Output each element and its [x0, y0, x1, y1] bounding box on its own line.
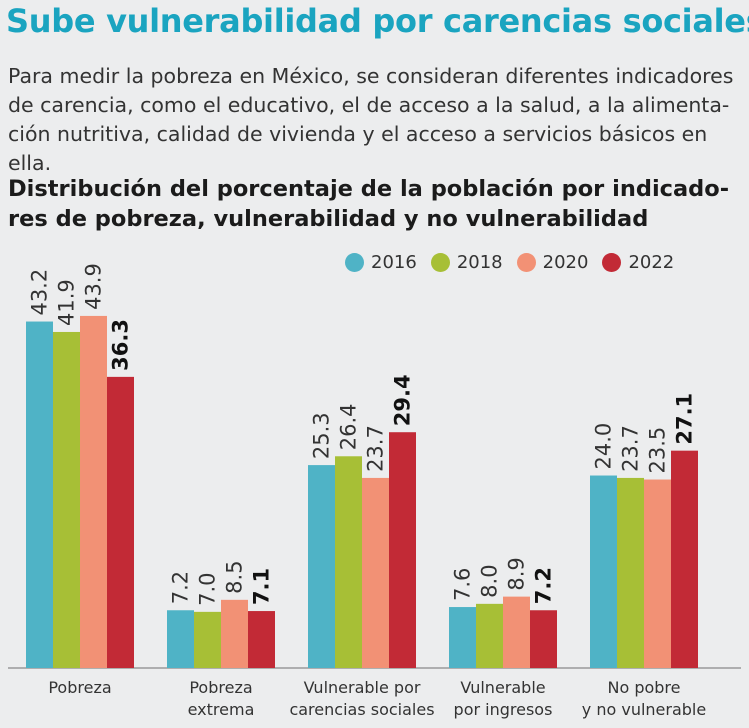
legend-item-2020: 2020 [516, 252, 589, 273]
value-label-2016-cat2: 25.3 [310, 412, 334, 459]
bar-2022-cat2 [389, 432, 416, 668]
category-label-2: Vulnerable por carencias sociales [289, 678, 434, 719]
legend-label-2022: 2022 [628, 252, 675, 273]
bar-2018-cat2 [335, 456, 362, 668]
bar-2018-cat1 [194, 611, 221, 668]
value-label-2022-cat4: 27.1 [673, 393, 697, 445]
bar-2016-cat2 [308, 465, 335, 668]
value-label-2018-cat3: 8.0 [478, 564, 502, 597]
value-label-2020-cat1: 8.5 [223, 560, 247, 593]
category-label-1: Pobreza extrema [188, 678, 255, 719]
bar-2022-cat1 [248, 611, 275, 668]
bar-2022-cat3 [530, 610, 557, 668]
bar-2016-cat3 [449, 607, 476, 668]
bar-2018-cat0 [53, 331, 80, 668]
value-label-2020-cat0: 43.9 [82, 263, 106, 310]
chart-title: Distribución del porcentaje de la poblac… [8, 176, 730, 232]
bar-2016-cat1 [167, 610, 194, 668]
headline: Sube vulnerabilidad por carencias social… [6, 2, 749, 40]
value-label-2020-cat4: 23.5 [646, 427, 670, 474]
legend-swatch-2016 [345, 253, 364, 272]
bar-2020-cat2 [362, 477, 389, 668]
legend-item-2016: 2016 [345, 252, 417, 273]
bar-2020-cat4 [644, 479, 671, 668]
value-label-2022-cat0: 36.3 [109, 319, 133, 371]
bar-2022-cat0 [107, 376, 134, 668]
chart-legend: 2016 2018 2020 2022 [345, 252, 674, 273]
legend-label-2018: 2018 [456, 252, 503, 273]
category-label-4: No pobre y no vulnerable [582, 678, 706, 719]
category-label-0: Pobreza [48, 678, 111, 697]
bar-2016-cat4 [590, 475, 617, 668]
category-label-3: Vulnerable por ingresos [454, 678, 553, 719]
value-label-2016-cat3: 7.6 [451, 568, 475, 601]
value-label-2018-cat0: 41.9 [55, 279, 79, 326]
legend-label-2020: 2020 [542, 252, 589, 273]
value-label-2022-cat2: 29.4 [391, 374, 415, 426]
intro-paragraph: Para medir la pobreza en México, se cons… [8, 64, 734, 175]
bar-2018-cat4 [617, 477, 644, 668]
legend-item-2018: 2018 [430, 252, 503, 273]
legend-swatch-2022 [602, 253, 622, 272]
value-label-2018-cat4: 23.7 [619, 425, 643, 472]
value-label-2018-cat2: 26.4 [337, 404, 361, 451]
value-label-2018-cat1: 7.0 [196, 572, 220, 605]
bar-2020-cat0 [80, 315, 107, 668]
value-label-2022-cat3: 7.2 [532, 567, 556, 604]
value-label-2016-cat0: 43.2 [28, 269, 52, 316]
value-label-2020-cat3: 8.9 [505, 557, 529, 590]
value-label-2022-cat1: 7.1 [250, 568, 274, 605]
bar-2020-cat1 [221, 599, 248, 668]
value-label-2016-cat4: 24.0 [592, 423, 616, 470]
bar-2022-cat4 [671, 450, 698, 668]
legend-item-2022: 2022 [602, 252, 674, 273]
legend-swatch-2020 [516, 253, 536, 272]
value-label-2016-cat1: 7.2 [169, 571, 193, 604]
bar-2016-cat0 [26, 321, 53, 668]
legend-label-2016: 2016 [371, 252, 417, 273]
legend-swatch-2018 [430, 253, 450, 272]
bar-2020-cat3 [503, 596, 530, 668]
value-label-2020-cat2: 23.7 [364, 425, 388, 472]
bar-2018-cat3 [476, 603, 503, 668]
